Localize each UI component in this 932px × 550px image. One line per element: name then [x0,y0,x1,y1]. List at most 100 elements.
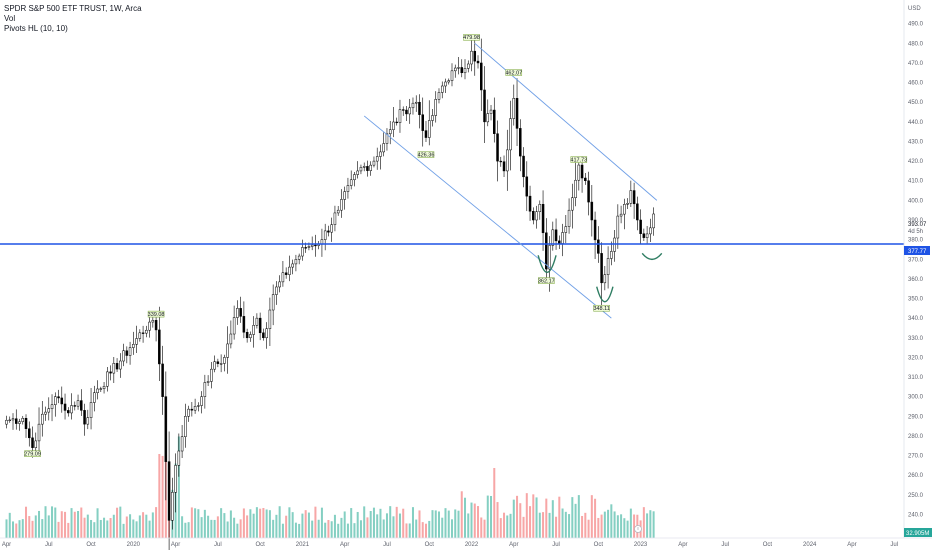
candle-body [502,161,506,172]
volume-bar [385,513,388,538]
volume-study-label[interactable]: Vol [4,14,16,23]
pivots-study-label[interactable]: Pivots HL (10, 10) [4,24,68,33]
candle-body [86,417,90,425]
candle-body [489,109,493,114]
candle-body [76,400,80,407]
candle-body [8,419,12,421]
pivot-label: 362.17 [538,278,555,284]
replay-icon[interactable] [634,525,642,533]
candle-body [216,361,220,364]
volume-bar [158,454,161,538]
symbol-title[interactable]: SPDR S&P 500 ETF TRUST, 1W, Arca [4,4,142,13]
volume-bar [652,511,655,538]
candle-body [37,423,41,442]
price-line-value: 377.77 [908,249,927,255]
candle-body [548,245,551,270]
volume-bar [629,508,632,538]
volume-bar [548,512,551,538]
candle-body [541,204,545,234]
volume-bar [376,514,379,538]
volume-badge [904,528,932,537]
volume-bar [574,503,577,538]
volume-bar [529,506,532,538]
volume-bar [499,518,502,538]
volume-bar [607,509,610,538]
volume-bar [285,515,288,538]
candle-body [154,320,158,331]
time-tick-label: 2020 [127,542,141,548]
volume-bar [213,519,216,538]
candle-body [151,320,155,323]
volume-bar [44,506,47,538]
volume-bar [220,508,223,538]
candle-body [603,274,607,284]
candle-body [626,203,629,205]
candle-body [375,156,379,162]
volume-bars [5,436,655,538]
price-axis[interactable]: 240.0 250.0 260.0 270.0 280.0 290.0 300.0 310.0… [903,0,924,538]
volume-bar [298,523,301,538]
pivot-label: 417.73 [570,157,587,163]
pivot-box [417,151,435,158]
volume-bar [330,521,333,538]
candle-body [632,190,636,205]
volume-bar [356,511,359,538]
channel-line [363,115,612,319]
volume-bar [411,507,414,538]
volume-bar [363,506,366,538]
time-tick-label: 2022 [465,542,479,548]
candle-body [223,357,226,364]
price-tick-label: 450.0 [908,100,924,106]
candle-body [125,350,129,356]
volume-bar [142,512,145,538]
candle-body [584,177,587,181]
volume-bar [509,513,512,538]
candle-body [11,418,15,421]
volume-bar [259,508,262,538]
volume-bar [346,523,349,538]
time-tick-label: Jul [721,542,729,548]
candle-body [574,179,577,198]
price-tick-label: 300.0 [908,395,924,401]
volume-bar [5,519,8,538]
candle-body [457,67,460,69]
pivot-label: 479.98 [463,35,480,41]
volume-bar [18,520,21,538]
candle-body [294,259,298,265]
candle-body [600,253,603,284]
time-tick-label: Oct [594,542,604,548]
candle-body [15,418,18,424]
volume-bar [577,495,580,538]
price-tick-label: 280.0 [908,434,924,440]
volume-bar [535,497,538,538]
candle-body [652,213,655,229]
price-tick-label: 320.0 [908,355,924,361]
price-tick-label: 430.0 [908,139,924,145]
price-tick-label: 330.0 [908,336,924,342]
price-tick-label: 360.0 [908,277,924,283]
volume-bar [353,523,356,538]
candle-body [232,317,236,335]
candle-body [470,50,473,65]
candle-body [362,166,366,168]
time-tick-label: Oct [425,542,435,548]
volume-bar [67,522,70,538]
volume-bar [281,523,284,538]
price-tick-label: 380.0 [908,238,924,244]
candle-body [106,371,109,387]
volume-bar [590,495,593,538]
candle-body [414,101,418,104]
last-price-label: 393.07 [908,222,927,228]
candle-body [571,197,574,211]
volume-bar [568,514,571,538]
candle-body [47,408,51,413]
candle-body [593,219,597,241]
pivot-box [570,156,588,163]
candle-body [369,164,372,171]
candle-body [525,176,529,197]
time-axis[interactable]: Apr Jul Oct 2020 Apr Jul Oct 2021 Apr Jul Oct 2022 A… [0,537,932,548]
candle-body [31,437,34,448]
time-tick-label: Apr [171,542,180,548]
